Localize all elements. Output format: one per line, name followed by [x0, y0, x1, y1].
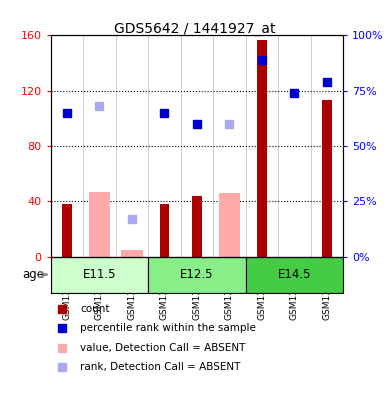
Text: percentile rank within the sample: percentile rank within the sample	[80, 323, 256, 333]
Bar	[246, 257, 343, 293]
Text: value, Detection Call = ABSENT: value, Detection Call = ABSENT	[80, 343, 245, 353]
Bar	[257, 40, 267, 257]
Bar	[62, 204, 72, 257]
Bar	[89, 191, 110, 257]
Text: GDS5642 / 1441927_at: GDS5642 / 1441927_at	[114, 22, 276, 36]
Text: E12.5: E12.5	[180, 268, 214, 281]
Bar	[51, 257, 148, 293]
Text: count: count	[80, 304, 110, 314]
Bar	[121, 250, 142, 257]
Bar	[219, 193, 240, 257]
Text: age: age	[22, 268, 44, 281]
Text: rank, Detection Call = ABSENT: rank, Detection Call = ABSENT	[80, 362, 240, 372]
Bar	[192, 196, 202, 257]
Bar	[322, 100, 332, 257]
Text: E11.5: E11.5	[83, 268, 116, 281]
Bar	[160, 204, 169, 257]
Bar	[148, 257, 246, 293]
Text: E14.5: E14.5	[278, 268, 311, 281]
